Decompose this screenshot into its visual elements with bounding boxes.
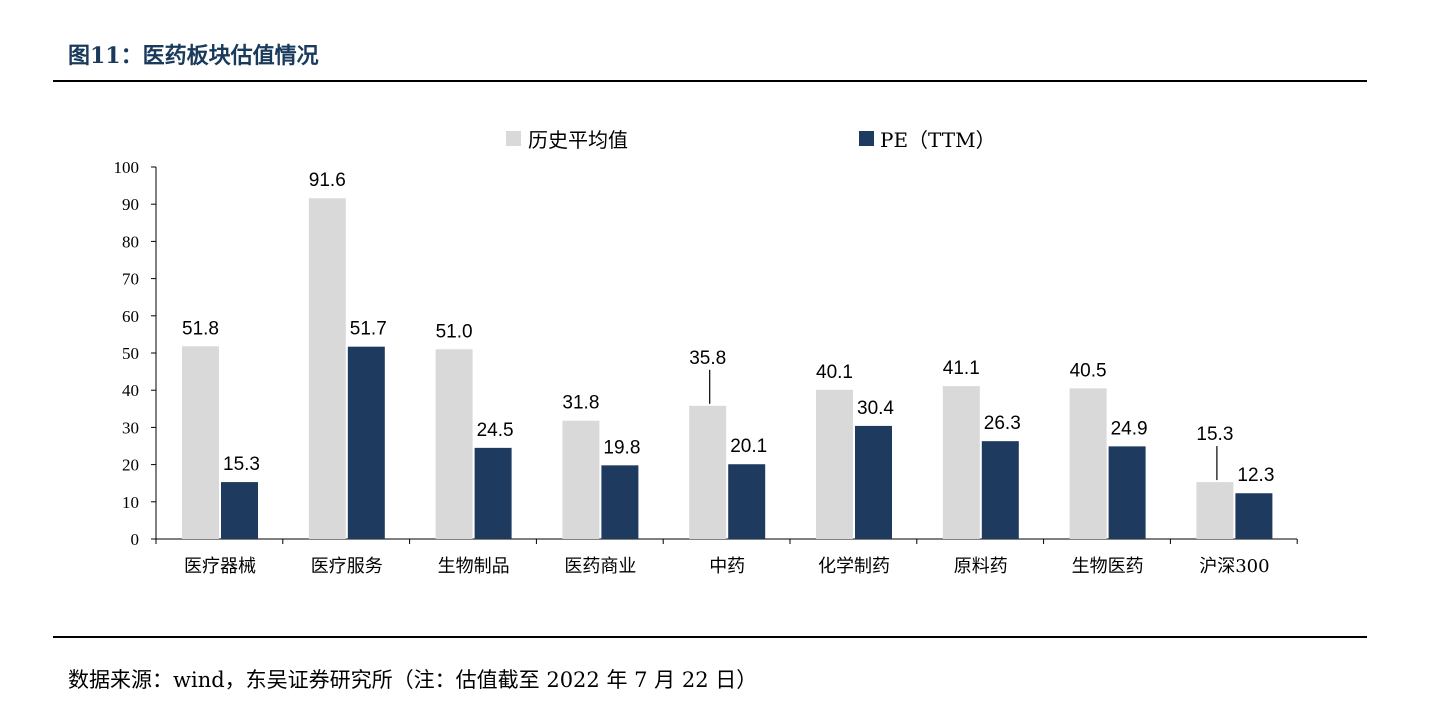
- bottom-rule: [53, 636, 1367, 638]
- y-tick-label: 70: [122, 270, 139, 289]
- legend-swatch-pe-ttm: [859, 131, 874, 146]
- data-label-historical-average: 91.6: [309, 170, 346, 191]
- data-label-pe-ttm: 51.7: [350, 319, 387, 340]
- figure-title: 图11：医药板块估值情况: [68, 43, 319, 69]
- bar-historical-average: [435, 349, 473, 539]
- data-label-pe-ttm: 24.5: [477, 420, 514, 441]
- x-category-label: 化学制药: [818, 556, 890, 577]
- x-category-label: 医疗服务: [311, 556, 383, 577]
- bar-pe-ttm: [728, 464, 766, 539]
- data-label-historical-average: 31.8: [562, 393, 599, 414]
- data-label-pe-ttm: 15.3: [223, 454, 260, 475]
- data-label-pe-ttm: 26.3: [984, 413, 1021, 434]
- bar-historical-average: [816, 389, 853, 539]
- data-label-historical-average: 35.8: [689, 348, 726, 369]
- bar-historical-average: [308, 198, 346, 540]
- x-category-label: 中药: [709, 556, 745, 577]
- bar-historical-average: [1069, 388, 1107, 539]
- data-label-pe-ttm: 12.3: [1237, 465, 1274, 486]
- data-label-historical-average: 51.8: [182, 318, 219, 339]
- y-tick-label: 20: [122, 456, 139, 475]
- bar-pe-ttm: [221, 482, 258, 539]
- bar-historical-average: [689, 405, 727, 539]
- y-tick-label: 60: [122, 307, 139, 326]
- x-category-label: 医药商业: [564, 556, 636, 577]
- data-label-historical-average: 40.5: [1070, 360, 1107, 381]
- data-label-pe-ttm: 24.9: [1111, 418, 1148, 439]
- y-tick-label: 30: [122, 418, 139, 437]
- legend-label-historical-average: 历史平均值: [528, 128, 628, 152]
- data-label-historical-average: 51.0: [436, 321, 473, 342]
- bar-historical-average: [182, 346, 219, 539]
- legend-swatch-historical-average: [506, 131, 521, 146]
- bar-chart: 0 10 20 30 40 50 60 70 80 90 100 51.8 15.3 医疗器械 91.6 51…: [114, 128, 1298, 577]
- x-category-label: 原料药: [954, 556, 1008, 577]
- x-category-label: 生物制品: [438, 556, 510, 577]
- bar-historical-average: [942, 386, 980, 539]
- data-label-historical-average: 40.1: [816, 362, 853, 383]
- y-tick-label: 50: [122, 344, 139, 363]
- bar-pe-ttm: [474, 447, 512, 539]
- bar-pe-ttm: [855, 425, 892, 539]
- data-label-pe-ttm: 19.8: [603, 437, 640, 458]
- y-tick-label: 40: [122, 381, 139, 400]
- y-tick-label: 100: [114, 158, 140, 177]
- y-tick-label: 90: [122, 195, 139, 214]
- bar-pe-ttm: [1235, 493, 1273, 539]
- bar-pe-ttm: [1108, 446, 1146, 539]
- y-tick-label: 0: [131, 530, 140, 549]
- source-note: 数据来源：wind，东吴证券研究所（注：估值截至 2022 年 7 月 22 日…: [68, 668, 758, 692]
- data-label-pe-ttm: 20.1: [730, 436, 767, 457]
- data-label-historical-average: 15.3: [1196, 424, 1233, 445]
- bar-pe-ttm: [601, 465, 639, 539]
- x-category-label: 沪深300: [1199, 556, 1269, 577]
- top-rule: [53, 80, 1367, 82]
- data-label-pe-ttm: 30.4: [857, 398, 894, 419]
- y-tick-label: 10: [122, 493, 139, 512]
- bar-historical-average: [1196, 482, 1234, 539]
- y-tick-label: 80: [122, 232, 139, 251]
- bar-historical-average: [562, 420, 600, 539]
- data-label-historical-average: 41.1: [943, 358, 980, 379]
- bar-pe-ttm: [347, 346, 385, 539]
- x-category-label: 医疗器械: [184, 556, 256, 577]
- bar-pe-ttm: [981, 441, 1019, 539]
- x-category-label: 生物医药: [1072, 556, 1144, 577]
- legend-label-pe-ttm: PE（TTM）: [880, 128, 996, 152]
